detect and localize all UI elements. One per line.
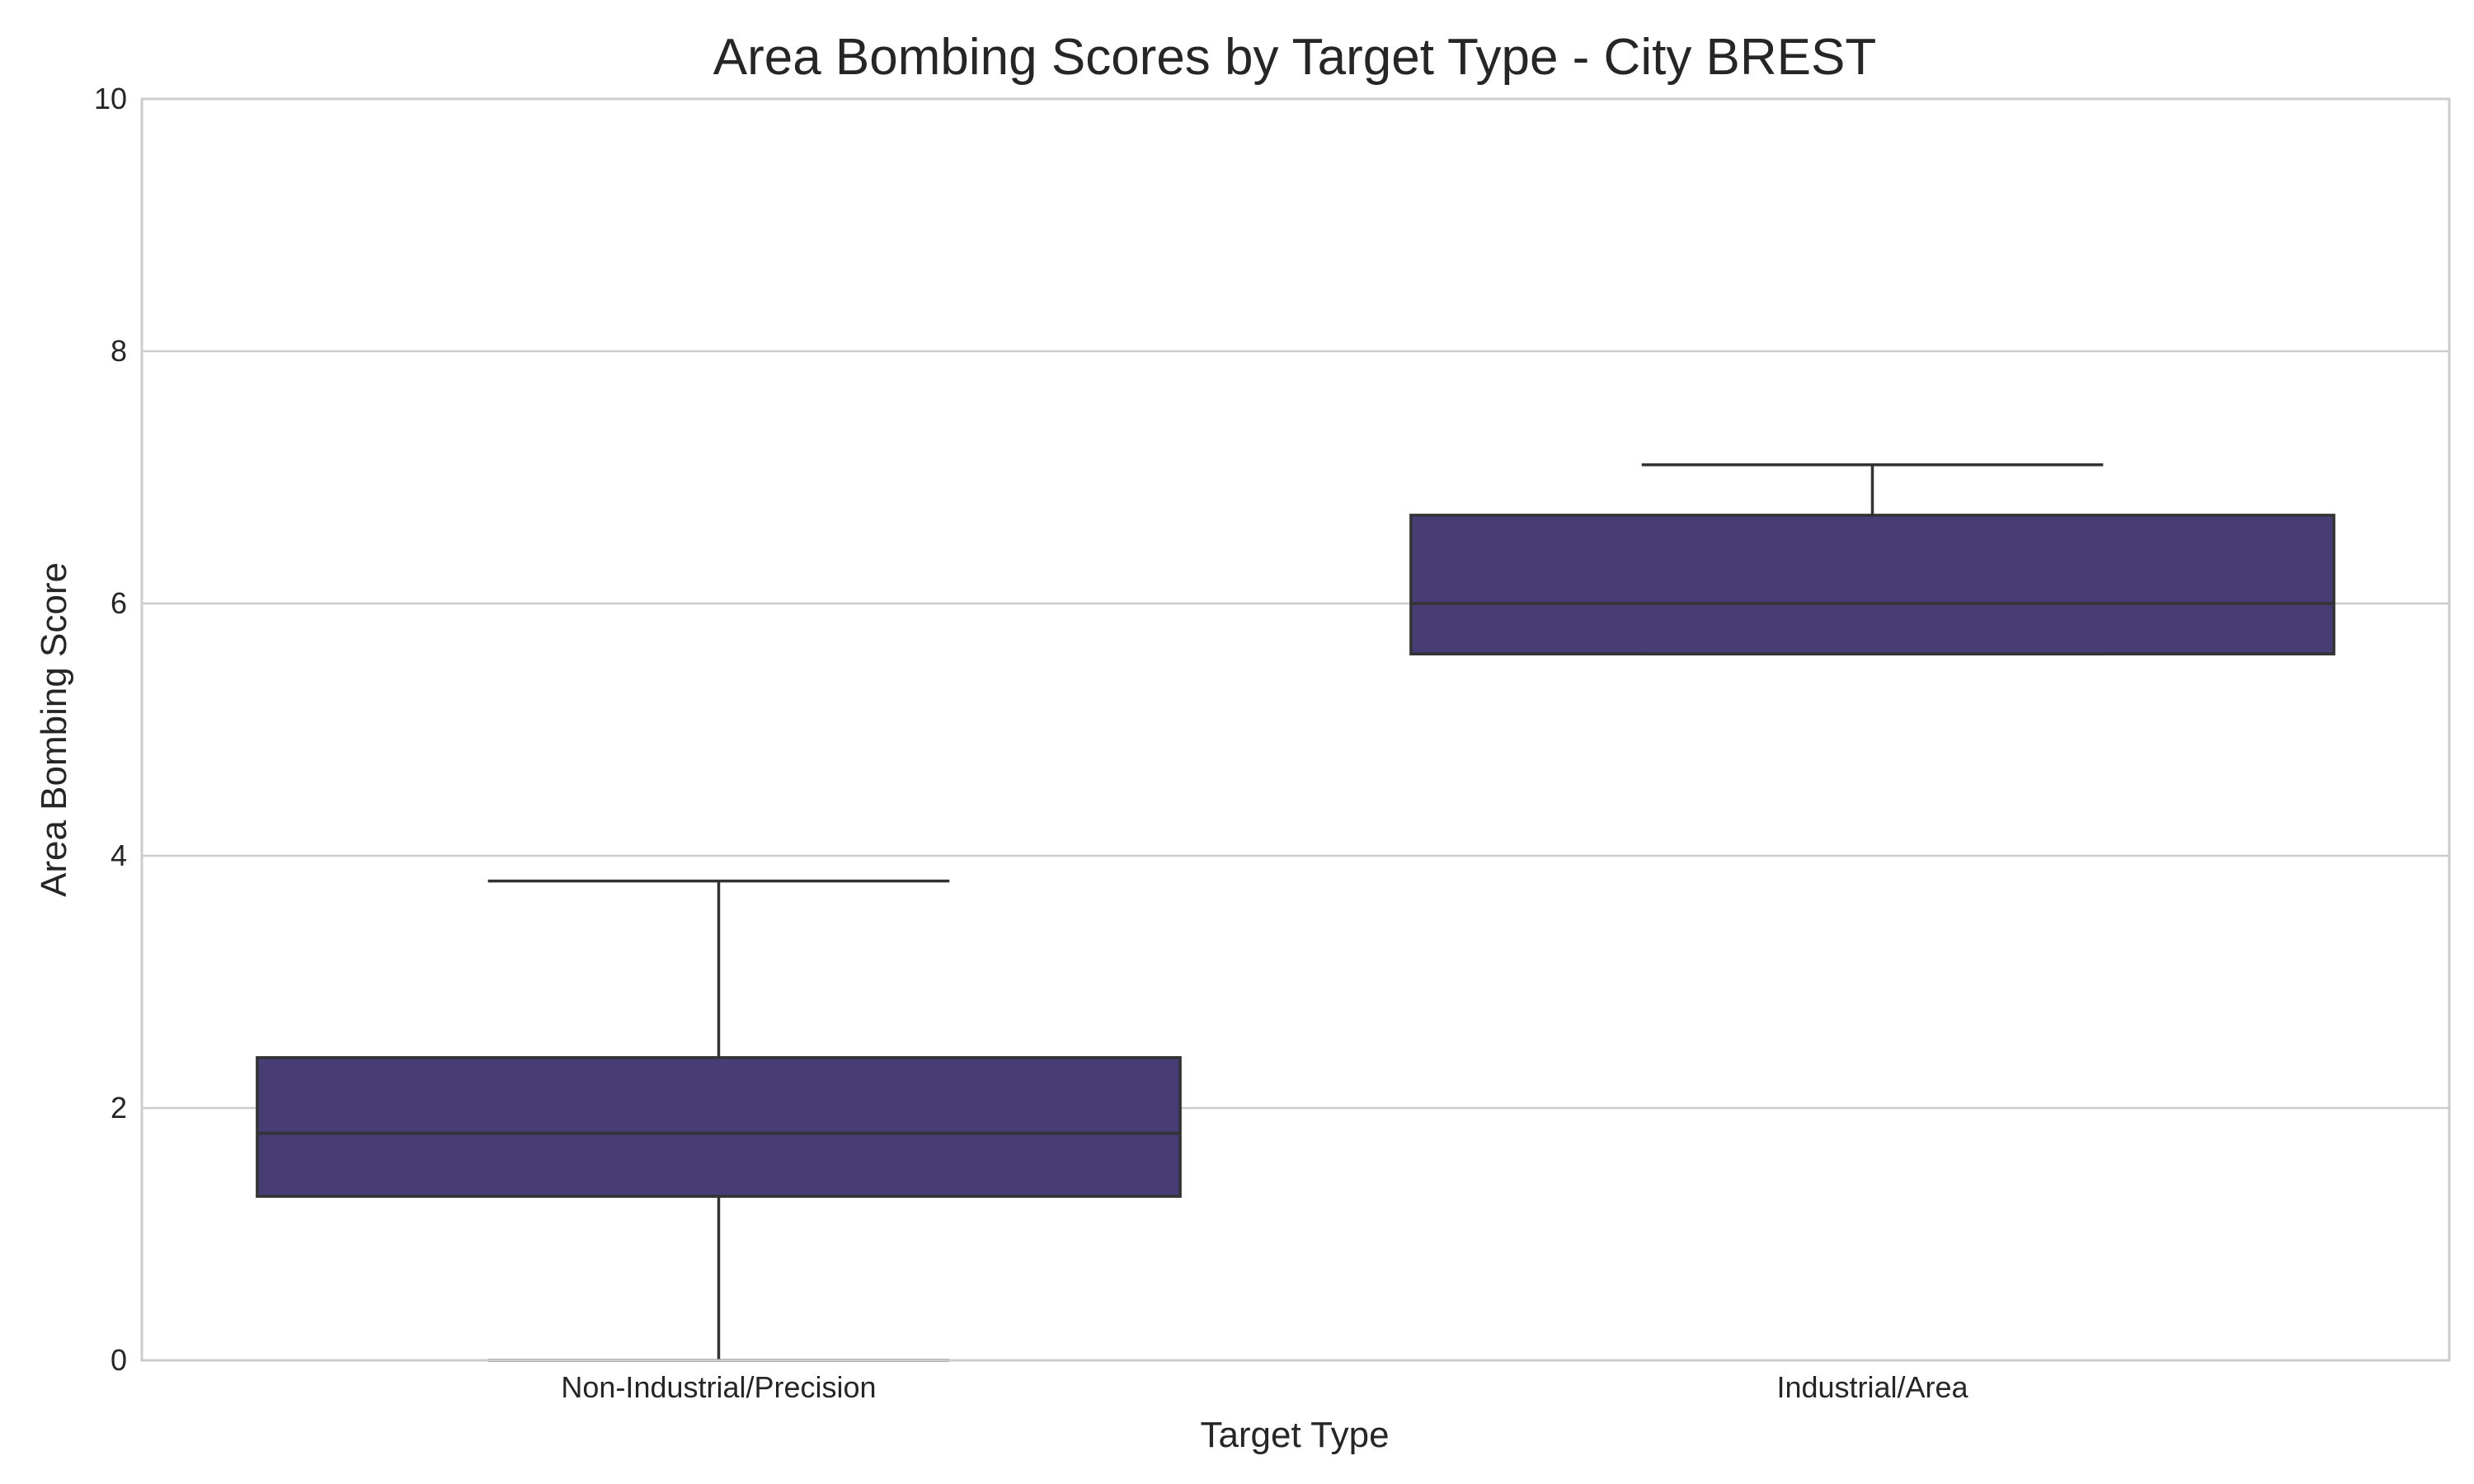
plot-frame xyxy=(140,97,2451,1362)
y-tick-label: 8 xyxy=(111,334,127,368)
x-axis-label: Target Type xyxy=(1200,1415,1389,1455)
y-tick-label: 4 xyxy=(111,838,127,872)
y-tick-label: 10 xyxy=(94,82,127,115)
chart-title: Area Bombing Scores by Target Type - Cit… xyxy=(713,29,1877,86)
x-tick-labels: Non-Industrial/Precision Industrial/Area xyxy=(561,1370,1968,1404)
box-2 xyxy=(1409,463,2335,655)
box-1 xyxy=(256,879,1182,1362)
y-tick-label: 6 xyxy=(111,586,127,620)
y-tick-labels: 0 2 4 6 8 10 xyxy=(94,82,127,1377)
boxes xyxy=(256,463,2335,1362)
y-tick-label: 2 xyxy=(111,1091,127,1125)
x-tick-label: Industrial/Area xyxy=(1776,1370,1968,1404)
y-axis-label: Area Bombing Score xyxy=(34,562,74,897)
iqr-box xyxy=(1409,514,2335,655)
x-tick-label: Non-Industrial/Precision xyxy=(561,1370,876,1404)
iqr-box xyxy=(256,1056,1182,1198)
y-tick-label: 0 xyxy=(111,1343,127,1377)
